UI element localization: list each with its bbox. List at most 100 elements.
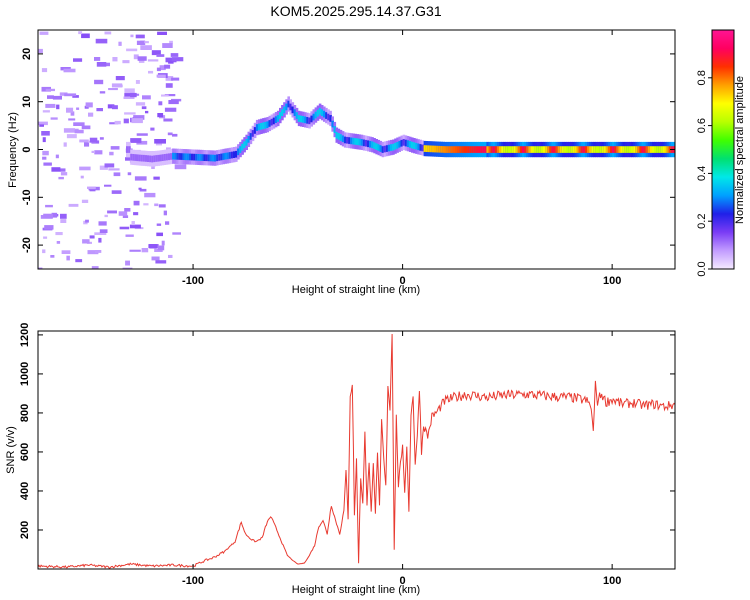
spectrogram-ridge-cell bbox=[536, 146, 540, 153]
spectrogram-noise-blob bbox=[124, 112, 136, 115]
spectrogram-ridge-cell bbox=[297, 115, 301, 122]
spectrogram-noise-blob bbox=[78, 31, 83, 35]
spectrogram-ridge-cell bbox=[499, 146, 502, 153]
spectrogram-noise-blob bbox=[157, 74, 166, 78]
colorbar-frame bbox=[711, 29, 735, 270]
spectrogram-ridge-cell bbox=[373, 142, 376, 149]
spectrogram-noise-blob bbox=[112, 57, 118, 62]
spectrogram-noise-blob bbox=[68, 118, 76, 121]
spectrogram-noise-blob bbox=[138, 59, 145, 63]
spectrogram-noise-blob bbox=[42, 110, 50, 113]
snr-y-tick-label: 1200 bbox=[19, 323, 31, 347]
spectrogram-ridge-cell bbox=[398, 140, 401, 148]
spectrogram-noise-blob bbox=[50, 117, 58, 120]
spectrogram-ridge-cell bbox=[136, 154, 140, 162]
spectrogram-noise-blob bbox=[73, 122, 85, 126]
spectrogram-ridge-cell bbox=[509, 146, 513, 153]
spectrogram-noise-blob bbox=[76, 107, 80, 110]
spectrogram-ridge-cell bbox=[360, 139, 364, 146]
spectrogram-noise-blob bbox=[42, 150, 49, 156]
spectrogram-ridge-cell bbox=[589, 146, 592, 153]
spectrogram-ridge-cell bbox=[287, 100, 290, 108]
spectrogram-ridge-cell bbox=[532, 146, 536, 153]
spectrogram-ridge-cell bbox=[161, 154, 165, 161]
spectrogram-noise-blob bbox=[136, 40, 146, 45]
spectrogram-ridge-cell bbox=[438, 145, 441, 153]
spectrogram-ridge-cell bbox=[658, 146, 661, 153]
spectrogram-noise-blob bbox=[94, 79, 104, 85]
spectrogram-noise-blob bbox=[165, 76, 174, 81]
spectrogram-y-axis-label: Frequency (Hz) bbox=[7, 112, 19, 188]
spectrogram-noise-blob bbox=[104, 163, 115, 168]
spectrogram-ridge-cell bbox=[421, 144, 425, 152]
spectrogram-ridge-cell bbox=[652, 146, 655, 153]
spectrogram-ridge-cell bbox=[195, 153, 198, 161]
spectrogram-ridge-cell bbox=[511, 146, 515, 153]
spectrogram-noise-blob bbox=[163, 210, 167, 216]
spectrogram-noise-blob bbox=[107, 210, 117, 214]
spectrogram-ridge-cell bbox=[180, 153, 184, 160]
spectrogram-ridge-cell bbox=[172, 152, 175, 160]
spectrogram-ridge-cell bbox=[232, 151, 236, 158]
spectrogram-ridge-cell bbox=[153, 155, 156, 163]
spectrogram-ridge-cell bbox=[616, 146, 619, 153]
spectrogram-ridge-cell bbox=[637, 146, 640, 153]
spectrogram-noise-blob bbox=[161, 94, 169, 97]
spectrogram-noise-blob bbox=[45, 88, 55, 92]
spectrogram-ridge-cell bbox=[591, 146, 594, 153]
spectrogram-y-tick-label: 0 bbox=[21, 146, 33, 152]
spectrogram-noise-blob bbox=[43, 236, 48, 239]
spectrogram-noise-blob bbox=[170, 53, 179, 57]
colorbar: 0.0 0.2 0.4 0.6 0.8 Normalized spectral ampl… bbox=[696, 29, 746, 277]
spectrogram-noise-blob bbox=[141, 106, 147, 110]
spectrogram-noise-blob bbox=[99, 137, 104, 140]
spectrogram-ridge-cell bbox=[465, 146, 469, 153]
spectrogram-ridge-cell bbox=[528, 146, 531, 153]
spectrogram-ridge-cell bbox=[157, 154, 160, 162]
spectrogram-ridge-cell bbox=[337, 133, 341, 140]
spectrogram-ridge-cell bbox=[467, 146, 471, 153]
spectrogram-noise-blob bbox=[99, 229, 108, 233]
spectrogram-noise-blob bbox=[149, 244, 157, 249]
spectrogram-ridge-cell bbox=[566, 146, 569, 153]
spectrogram-noise-blob bbox=[51, 167, 61, 172]
spectrogram-noise-blob bbox=[151, 50, 161, 56]
snr-background bbox=[38, 331, 675, 569]
spectrogram-ridge-cell bbox=[534, 146, 538, 153]
spectrogram-ridge-cell bbox=[320, 109, 324, 116]
spectrogram-noise-blob bbox=[104, 31, 112, 35]
spectrogram-ridge-cell bbox=[486, 146, 489, 153]
spectrogram-noise-blob bbox=[133, 54, 139, 60]
spectrogram-ridge-cell bbox=[159, 154, 163, 162]
spectrogram-ridge-cell bbox=[639, 146, 642, 153]
spectrogram-ridge-cell bbox=[262, 122, 265, 130]
spectrogram-ridge-cell bbox=[492, 146, 496, 153]
spectrogram-noise-blob bbox=[162, 43, 173, 48]
spectrogram-ridge-cell bbox=[312, 113, 316, 121]
spectrogram-ridge-cell bbox=[335, 131, 339, 139]
spectrogram-ridge-cell bbox=[626, 146, 630, 153]
spectrogram-ridge-cell bbox=[473, 146, 477, 153]
spectrogram-noise-blob bbox=[153, 176, 160, 180]
spectrogram-noise-blob bbox=[131, 221, 135, 226]
snr-frame bbox=[37, 330, 676, 570]
spectrogram-ridge-cell bbox=[201, 154, 204, 161]
spectrogram-ridge-cell bbox=[517, 146, 521, 153]
spectrogram-ridge-cell bbox=[186, 153, 190, 161]
spectrogram-ridge-cell bbox=[356, 138, 360, 146]
spectrogram-ridge-cell bbox=[364, 139, 368, 147]
spectrogram-noise-blob bbox=[172, 232, 181, 235]
spectrogram-ridge-cell bbox=[545, 146, 548, 153]
spectrogram-noise-blob bbox=[156, 223, 162, 226]
spectrogram-noise-blob bbox=[125, 234, 134, 237]
spectrogram-ridge-cell bbox=[503, 146, 506, 153]
spectrogram-ridge-cell bbox=[134, 154, 137, 161]
spectrogram-ridge-cell bbox=[484, 146, 487, 153]
spectrogram-ridge-cell bbox=[375, 143, 378, 150]
spectrogram-noise-blob bbox=[63, 68, 76, 73]
snr-y-tick-label: 200 bbox=[19, 521, 31, 539]
spectrogram-ridge-cell bbox=[530, 146, 533, 153]
spectrogram-noise-blob bbox=[142, 95, 151, 100]
spectrogram-ridge-cell bbox=[480, 146, 483, 153]
spectrogram-noise-blob bbox=[138, 187, 142, 190]
